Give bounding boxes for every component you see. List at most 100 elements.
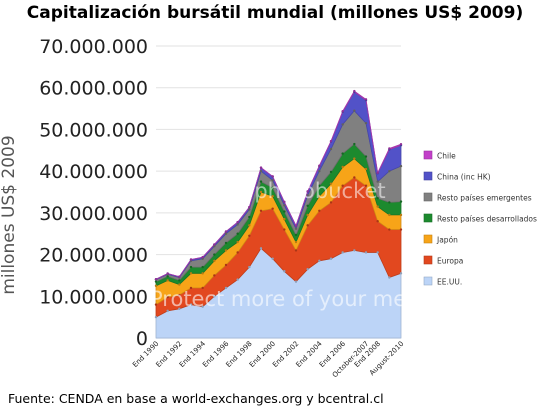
data-point — [213, 274, 216, 277]
data-point — [306, 224, 309, 227]
data-point — [388, 147, 391, 150]
data-point — [166, 272, 169, 275]
data-point — [178, 293, 181, 297]
data-point — [329, 182, 333, 185]
data-point — [306, 213, 309, 217]
data-point — [224, 232, 228, 235]
data-point — [248, 215, 251, 219]
y-tick-label: 30.000.000 — [39, 203, 148, 225]
data-point — [318, 209, 321, 212]
y-tick-label: 20.000.000 — [39, 245, 148, 267]
data-point — [271, 257, 274, 260]
data-point — [248, 205, 251, 209]
data-point — [329, 257, 333, 260]
data-point — [341, 251, 344, 254]
data-point — [166, 279, 169, 282]
data-point — [201, 265, 204, 269]
data-point — [259, 247, 263, 250]
data-point — [283, 200, 286, 204]
data-point — [224, 286, 228, 290]
data-point — [178, 275, 181, 278]
data-point — [399, 213, 403, 217]
data-point — [399, 272, 403, 275]
data-point — [201, 286, 204, 290]
data-point — [189, 265, 193, 269]
data-point — [178, 279, 181, 282]
data-point — [259, 169, 263, 173]
data-point — [364, 98, 368, 101]
data-point — [213, 253, 216, 256]
data-point — [201, 255, 204, 259]
data-point — [236, 223, 239, 226]
data-point — [399, 228, 403, 231]
data-point — [189, 272, 193, 275]
data-point — [154, 315, 158, 319]
data-point — [341, 184, 344, 187]
data-point — [399, 142, 403, 146]
y-tick-label: 40.000.000 — [39, 161, 148, 183]
legend-swatch — [423, 213, 433, 223]
data-point — [399, 200, 403, 203]
data-point — [294, 233, 298, 237]
y-tick-label: 70.000.000 — [39, 36, 148, 58]
data-point — [388, 228, 391, 231]
data-point — [189, 286, 193, 290]
data-point — [248, 265, 251, 269]
data-point — [259, 209, 263, 212]
data-point — [364, 251, 368, 254]
data-point — [236, 240, 239, 244]
data-point — [318, 194, 321, 198]
data-point — [271, 207, 274, 210]
data-point — [154, 284, 158, 288]
data-point — [318, 164, 321, 167]
data-point — [271, 194, 274, 198]
legend-swatch — [423, 234, 433, 244]
data-point — [236, 251, 239, 254]
legend-swatch — [423, 150, 433, 160]
data-point — [294, 249, 298, 252]
watermark-text: Protect more of your memories for less! — [150, 287, 550, 311]
data-point — [341, 110, 344, 113]
data-point — [224, 230, 228, 233]
data-point — [353, 249, 356, 252]
data-point — [201, 305, 204, 308]
data-point — [376, 251, 379, 254]
data-point — [341, 123, 344, 126]
data-point — [283, 210, 286, 213]
data-point — [248, 208, 251, 211]
data-point — [248, 234, 251, 237]
data-point — [224, 241, 228, 245]
data-point — [329, 147, 333, 151]
y-tick-label: 10.000.000 — [39, 286, 148, 308]
watermark: photobucket Protect more of your memorie… — [150, 179, 550, 311]
data-point — [353, 109, 356, 112]
data-point — [213, 245, 216, 248]
data-point — [388, 201, 391, 204]
data-point — [388, 213, 391, 217]
data-point — [178, 307, 181, 310]
data-point — [376, 197, 379, 200]
y-tick-label: 50.000.000 — [39, 119, 148, 141]
data-point — [154, 280, 158, 283]
point-layer — [154, 89, 403, 319]
data-point — [213, 259, 216, 263]
data-point — [306, 267, 309, 271]
data-point — [189, 303, 193, 306]
data-point — [318, 184, 321, 187]
data-point — [329, 201, 333, 204]
legend-label: Europa — [437, 257, 463, 266]
legend-label: Japón — [436, 236, 458, 245]
data-point — [364, 184, 368, 187]
data-point — [294, 224, 298, 227]
data-point — [166, 295, 169, 299]
y-tick-label: 60.000.000 — [39, 78, 148, 100]
data-point — [388, 276, 391, 279]
legend-swatch — [423, 255, 433, 265]
area-layer — [155, 90, 402, 339]
data-point — [259, 190, 263, 194]
legend-label: EE.UU. — [437, 278, 462, 287]
data-point — [388, 169, 391, 173]
data-point — [353, 157, 356, 160]
